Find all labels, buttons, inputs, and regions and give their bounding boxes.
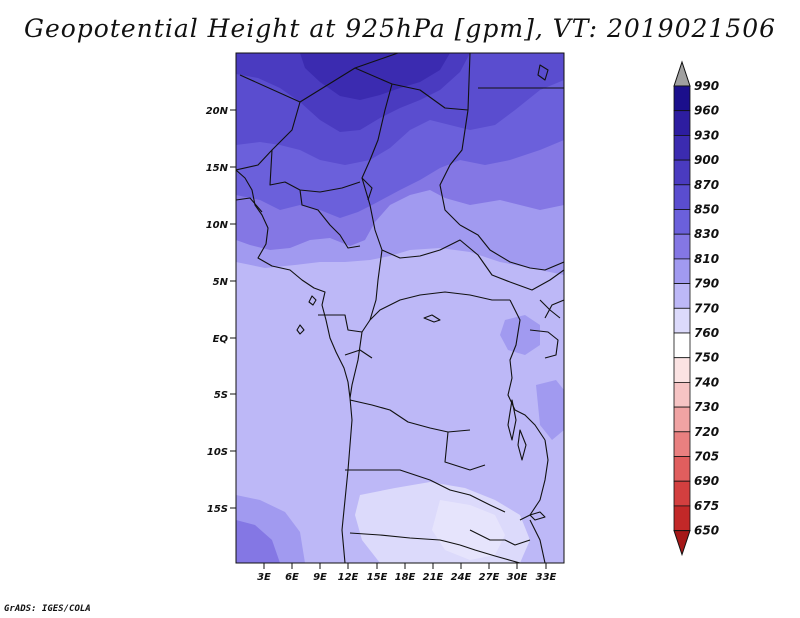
colorbar-box xyxy=(673,85,691,112)
colorbar-label: 960 xyxy=(694,104,719,118)
lon-label-30e: 30E xyxy=(507,572,528,583)
lat-label-5s: 5S xyxy=(214,390,228,401)
lat-label-eq: EQ xyxy=(213,334,229,345)
colorbar-label: 705 xyxy=(694,450,719,464)
lat-label-15n: 15N xyxy=(206,163,229,174)
lat-label-20n: 20N xyxy=(206,106,229,117)
colorbar-box xyxy=(673,357,691,383)
colorbar: 990 960 930 900 870 850 830 810 790 770 760 750 740 7… xyxy=(673,60,719,557)
colorbar-label: 930 xyxy=(694,128,719,142)
colorbar-label: 720 xyxy=(694,425,719,439)
colorbar-box xyxy=(673,505,691,531)
colorbar-label: 870 xyxy=(694,178,719,192)
colorbar-label: 750 xyxy=(694,351,719,365)
colorbar-label: 810 xyxy=(694,252,719,266)
colorbar-box xyxy=(673,406,691,433)
credit-text: GrADS: IGES/COLA xyxy=(4,604,91,614)
lon-label-21e: 21E xyxy=(423,572,444,583)
colorbar-box xyxy=(673,456,691,482)
colorbar-bottom-arrow xyxy=(673,530,691,557)
lon-label-27e: 27E xyxy=(479,572,500,583)
colorbar-label: 900 xyxy=(694,153,719,167)
lon-axis xyxy=(263,563,547,569)
colorbar-box xyxy=(673,332,691,359)
lon-label-33e: 33E xyxy=(536,572,557,583)
colorbar-label: 760 xyxy=(694,326,719,340)
lon-label-15e: 15E xyxy=(367,572,388,583)
height-field xyxy=(236,53,564,563)
colorbar-label: 650 xyxy=(694,524,719,538)
colorbar-box xyxy=(673,184,691,210)
colorbar-label: 830 xyxy=(694,227,719,241)
map-title: Geopotential Height at 925hPa [gpm], VT:… xyxy=(23,14,777,43)
colorbar-box xyxy=(673,381,691,408)
lon-label-24e: 24E xyxy=(451,572,472,583)
colorbar-box xyxy=(673,431,691,457)
colorbar-label: 770 xyxy=(694,301,719,315)
colorbar-label: 790 xyxy=(694,277,719,291)
colorbar-box xyxy=(673,307,691,334)
lat-label-10n: 10N xyxy=(206,220,229,231)
colorbar-label: 730 xyxy=(694,400,719,414)
lon-label-18e: 18E xyxy=(395,572,416,583)
colorbar-box xyxy=(673,110,691,136)
map-frame xyxy=(235,52,565,564)
lat-label-10s: 10S xyxy=(207,447,228,458)
colorbar-box xyxy=(673,134,691,161)
colorbar-box xyxy=(673,233,691,260)
lon-label-12e: 12E xyxy=(338,572,359,583)
lat-label-5n: 5N xyxy=(213,277,229,288)
colorbar-top-arrow xyxy=(673,60,691,87)
colorbar-box xyxy=(673,283,691,309)
lon-label-3e: 3E xyxy=(257,572,271,583)
lon-label-6e: 6E xyxy=(285,572,299,583)
lat-label-15s: 15S xyxy=(207,504,228,515)
colorbar-label: 740 xyxy=(694,375,719,389)
lat-axis xyxy=(230,109,236,509)
lon-label-9e: 9E xyxy=(313,572,327,583)
colorbar-box xyxy=(673,209,691,235)
colorbar-label: 990 xyxy=(694,79,719,93)
colorbar-box xyxy=(673,159,691,186)
colorbar-label: 675 xyxy=(694,499,719,513)
colorbar-box xyxy=(673,480,691,507)
colorbar-label: 690 xyxy=(694,474,719,488)
colorbar-label: 850 xyxy=(694,203,719,217)
colorbar-box xyxy=(673,258,691,284)
boundaries xyxy=(236,53,564,563)
